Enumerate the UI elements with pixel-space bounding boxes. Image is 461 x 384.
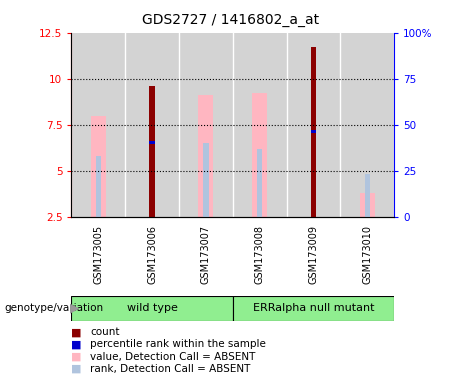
Text: ■: ■ xyxy=(71,364,82,374)
Text: value, Detection Call = ABSENT: value, Detection Call = ABSENT xyxy=(90,352,255,362)
Bar xyxy=(149,141,155,144)
Bar xyxy=(311,47,316,217)
Text: ERRalpha null mutant: ERRalpha null mutant xyxy=(253,303,374,313)
Bar xyxy=(71,296,233,321)
Text: GDS2727 / 1416802_a_at: GDS2727 / 1416802_a_at xyxy=(142,13,319,27)
Bar xyxy=(91,116,106,217)
Text: GSM173008: GSM173008 xyxy=(254,225,265,284)
Text: GSM173010: GSM173010 xyxy=(362,225,372,284)
Bar xyxy=(365,174,370,217)
Bar xyxy=(257,149,262,217)
Bar xyxy=(340,33,394,217)
Text: ▶: ▶ xyxy=(70,302,80,315)
Text: ■: ■ xyxy=(71,352,82,362)
Bar xyxy=(233,33,287,217)
Bar xyxy=(203,143,208,217)
Bar xyxy=(96,156,101,217)
Bar xyxy=(198,95,213,217)
Bar xyxy=(287,33,340,217)
Bar xyxy=(311,129,316,133)
Bar xyxy=(252,93,267,217)
Text: percentile rank within the sample: percentile rank within the sample xyxy=(90,339,266,349)
Text: GSM173009: GSM173009 xyxy=(308,225,319,284)
Bar xyxy=(149,86,155,217)
Text: rank, Detection Call = ABSENT: rank, Detection Call = ABSENT xyxy=(90,364,250,374)
Text: ■: ■ xyxy=(71,327,82,337)
Text: wild type: wild type xyxy=(127,303,177,313)
Text: GSM173006: GSM173006 xyxy=(147,225,157,284)
Bar xyxy=(125,33,179,217)
Text: genotype/variation: genotype/variation xyxy=(5,303,104,313)
Text: GSM173005: GSM173005 xyxy=(93,225,103,284)
Bar xyxy=(233,296,394,321)
Bar xyxy=(71,33,125,217)
Text: GSM173007: GSM173007 xyxy=(201,225,211,284)
Bar xyxy=(179,33,233,217)
Text: ■: ■ xyxy=(71,339,82,349)
Text: count: count xyxy=(90,327,119,337)
Bar xyxy=(360,193,375,217)
